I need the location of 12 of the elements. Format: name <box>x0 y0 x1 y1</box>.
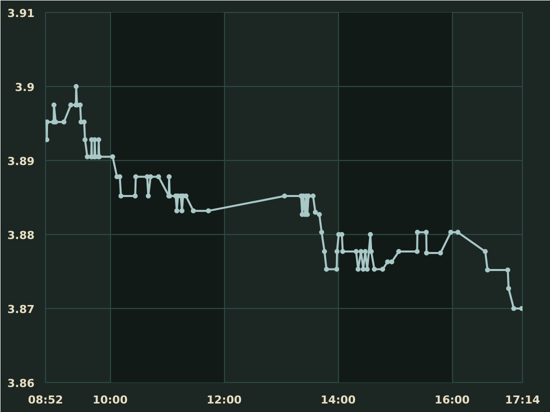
y-tick-label: 3.9 <box>15 81 35 94</box>
x-tick-label: 16:00 <box>434 394 470 406</box>
y-tick-label: 3.88 <box>7 229 34 242</box>
y-tick-label: 3.87 <box>7 303 34 316</box>
x-tick-label: 14:00 <box>320 394 356 406</box>
y-tick-label: 3.91 <box>7 7 34 20</box>
x-tick-label: 10:00 <box>92 394 128 406</box>
x-tick-label: 17:14 <box>504 394 540 406</box>
x-tick-label: 12:00 <box>206 394 242 406</box>
y-tick-label: 3.86 <box>7 377 35 390</box>
y-tick-label: 3.89 <box>7 155 34 168</box>
x-tick-label: 08:52 <box>28 394 64 406</box>
